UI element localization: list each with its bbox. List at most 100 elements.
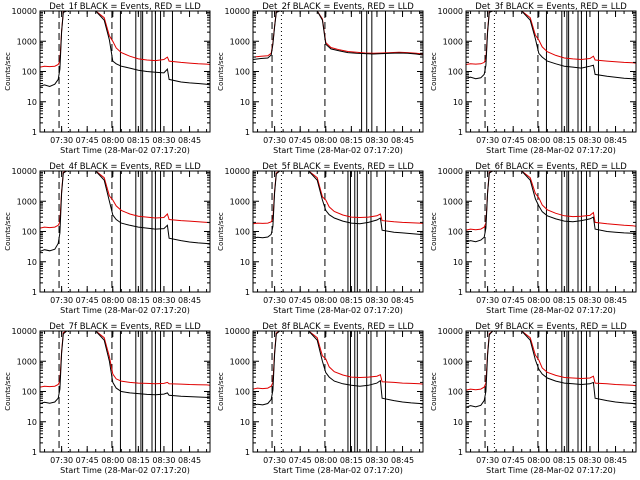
x-tick-label: 08:30	[578, 136, 601, 145]
y-tick-label: 100	[235, 388, 250, 397]
y-tick-label: 10	[27, 418, 37, 427]
y-tick-label: 10000	[438, 167, 463, 176]
y-axis-label: Counts/sec	[430, 372, 438, 411]
events-series-line	[253, 171, 423, 239]
plot-area	[40, 171, 210, 292]
plot-frame	[39, 10, 211, 133]
y-tick-label: 10000	[438, 327, 463, 336]
plot-frame	[252, 330, 424, 453]
plot-area	[40, 11, 210, 132]
y-tick-label: 10	[453, 98, 463, 107]
y-tick-label: 1000	[230, 197, 250, 206]
plot-frame	[465, 10, 637, 133]
x-tick-label: 07:30	[263, 456, 286, 465]
x-tick-label: 08:45	[178, 296, 201, 305]
x-tick-label: 08:15	[340, 296, 363, 305]
y-tick-label: 1000	[443, 37, 463, 46]
y-tick-label: 1000	[443, 357, 463, 366]
y-tick-label: 10	[240, 98, 250, 107]
plot-area	[466, 11, 636, 132]
panel-7: 1 10 100 1000 10000 07:30 07:45 08:00 08:15 08:30…	[4, 322, 211, 475]
x-tick-label: 08:15	[127, 136, 150, 145]
x-axis-label: Start Time (28-Mar-02 07:17:20)	[486, 466, 616, 475]
y-tick-label: 10000	[225, 7, 250, 16]
y-axis-label: Counts/sec	[4, 52, 12, 91]
y-tick-label: 10000	[225, 167, 250, 176]
y-tick-label: 100	[448, 68, 463, 77]
plot-frame	[252, 170, 424, 293]
plot-area	[466, 331, 636, 452]
y-tick-label: 10	[240, 258, 250, 267]
y-tick-label: 10	[453, 418, 463, 427]
y-tick-label: 10000	[12, 327, 37, 336]
panel-title: Det_8f BLACK = Events, RED = LLD	[262, 322, 414, 332]
x-tick-label: 08:30	[578, 456, 601, 465]
y-axis-label: Counts/sec	[217, 212, 225, 251]
y-tick-label: 10	[453, 258, 463, 267]
lld-series-line	[40, 171, 210, 229]
x-tick-label: 08:45	[391, 136, 414, 145]
x-tick-label: 08:00	[101, 296, 124, 305]
y-tick-label: 1000	[17, 37, 37, 46]
x-tick-label: 07:45	[76, 296, 99, 305]
panel-3: 1 10 100 1000 10000 07:30 07:45 08:00 08:15 08:30…	[430, 2, 637, 155]
x-tick-label: 08:45	[178, 136, 201, 145]
x-tick-label: 08:00	[527, 456, 550, 465]
x-tick-label: 08:00	[314, 456, 337, 465]
x-axis-label: Start Time (28-Mar-02 07:17:20)	[60, 146, 190, 155]
x-tick-label: 08:15	[553, 136, 576, 145]
x-tick-label: 08:30	[365, 456, 388, 465]
plot-frame	[39, 170, 211, 293]
lld-series-line	[466, 11, 636, 65]
y-tick-label: 1	[245, 288, 250, 297]
x-tick-label: 08:45	[178, 456, 201, 465]
x-tick-label: 07:30	[50, 136, 73, 145]
panel-6: 1 10 100 1000 10000 07:30 07:45 08:00 08:15 08:30…	[430, 162, 637, 315]
x-tick-label: 08:45	[391, 456, 414, 465]
y-tick-label: 100	[22, 68, 37, 77]
plot-area	[253, 171, 423, 292]
y-tick-label: 100	[448, 228, 463, 237]
panel-1: 1 10 100 1000 10000 07:30 07:45 08:00 08:15 08:30…	[4, 2, 211, 155]
x-tick-label: 08:30	[152, 136, 175, 145]
events-series-line	[40, 171, 210, 252]
x-tick-label: 08:00	[527, 296, 550, 305]
x-tick-label: 07:45	[289, 456, 312, 465]
y-tick-label: 1	[458, 448, 463, 457]
y-tick-label: 1	[245, 448, 250, 457]
plot-area	[253, 331, 423, 452]
y-tick-label: 1	[245, 128, 250, 137]
x-tick-label: 07:30	[50, 296, 73, 305]
y-axis-label: Counts/sec	[217, 372, 225, 411]
x-tick-label: 08:00	[527, 136, 550, 145]
y-tick-label: 10	[27, 258, 37, 267]
y-axis-label: Counts/sec	[4, 372, 12, 411]
y-tick-label: 100	[448, 388, 463, 397]
y-axis-label: Counts/sec	[4, 212, 12, 251]
x-tick-label: 08:15	[340, 456, 363, 465]
y-tick-label: 1	[32, 288, 37, 297]
x-tick-label: 07:30	[263, 296, 286, 305]
x-tick-label: 07:30	[476, 296, 499, 305]
panel-2: 1 10 100 1000 10000 07:30 07:45 08:00 08:15 08:30…	[217, 2, 424, 155]
plot-area	[40, 331, 210, 452]
y-axis-label: Counts/sec	[430, 52, 438, 91]
lld-series-line	[40, 11, 210, 68]
x-tick-label: 08:30	[365, 136, 388, 145]
x-axis-label: Start Time (28-Mar-02 07:17:20)	[486, 306, 616, 315]
panel-9: 1 10 100 1000 10000 07:30 07:45 08:00 08:15 08:30…	[430, 322, 637, 475]
x-tick-label: 07:30	[476, 456, 499, 465]
x-tick-label: 08:00	[101, 136, 124, 145]
x-axis-label: Start Time (28-Mar-02 07:17:20)	[60, 306, 190, 315]
events-series-line	[40, 331, 210, 404]
x-tick-label: 08:00	[101, 456, 124, 465]
x-tick-label: 07:45	[76, 136, 99, 145]
x-tick-label: 08:15	[340, 136, 363, 145]
panel-8: 1 10 100 1000 10000 07:30 07:45 08:00 08:15 08:30…	[217, 322, 424, 475]
x-tick-label: 08:00	[314, 296, 337, 305]
y-tick-label: 100	[22, 228, 37, 237]
panel-title: Det_1f BLACK = Events, RED = LLD	[49, 2, 201, 12]
y-tick-label: 1	[32, 448, 37, 457]
y-tick-label: 100	[22, 388, 37, 397]
